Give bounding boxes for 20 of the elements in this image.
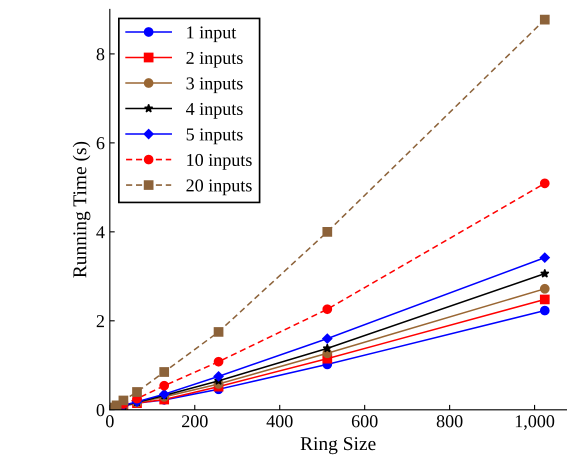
legend-label: 1 input [187,26,236,42]
x-axis-title: Ring Size [300,437,376,454]
y-tick-label: 2 [96,315,104,328]
y-tick-label: 8 [96,48,104,60]
x-tick-label: 1,000 [516,415,554,430]
y-tick-label: 4 [96,226,105,238]
x-tick-label: 0 [106,415,114,428]
legend-label: 2 inputs [186,52,243,68]
legend-label: 10 inputs [187,154,252,170]
legend-label: 20 inputs [186,179,252,196]
x-tick-label: 400 [266,415,293,428]
legend-label: 4 inputs [186,102,243,119]
x-tick-label: 800 [436,415,462,428]
x-tick-label: 600 [352,415,378,428]
legend-label: 5 inputs [186,128,243,144]
x-tick-label: 200 [182,415,208,428]
y-axis-title: Running Time (s) [72,142,90,278]
y-tick-label: 6 [96,137,104,150]
y-tick-label: 0 [96,404,104,416]
legend-label: 3 inputs [186,77,243,94]
